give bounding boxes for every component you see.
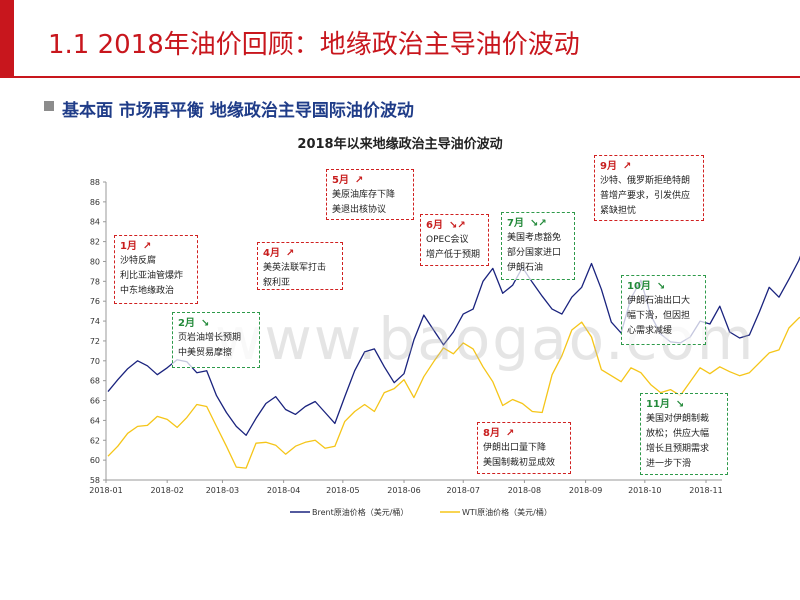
- annotation-jul: 7月 ↘↗ 美国考虑豁免 部分国家进口 伊朗石油: [501, 212, 575, 280]
- annotation-month: 10月: [627, 281, 651, 292]
- annotation-line: 沙特、俄罗斯拒绝特朗: [600, 176, 691, 186]
- y-tick-label: 62: [90, 436, 100, 445]
- trend-arrow-icon: ↗: [354, 175, 364, 186]
- y-tick-label: 74: [90, 317, 100, 326]
- annotation-line: 伊朗出口量下降: [483, 443, 547, 453]
- y-tick-label: 60: [90, 456, 100, 465]
- bullet-square-icon: [44, 101, 54, 111]
- annotation-nov: 11月 ↘ 美国对伊朗制裁 放松；供应大幅 增长且预期需求 进一步下滑: [640, 393, 728, 475]
- y-tick-label: 64: [90, 416, 100, 425]
- annotation-line: 幅下滑，但因担: [627, 311, 691, 321]
- annotation-line: 增长且预期需求: [646, 444, 710, 454]
- trend-arrow-icon: ↘: [656, 281, 666, 292]
- page-title: 1.1 2018年油价回顾：地缘政治主导油价波动: [48, 30, 580, 60]
- annotation-apr: 4月 ↗ 美英法联军打击 叙利亚: [257, 242, 343, 290]
- trend-arrow-icon: ↘↗: [529, 218, 547, 229]
- annotation-line: 中东地缘政治: [120, 286, 175, 296]
- annotation-line: 部分国家进口: [507, 248, 562, 258]
- x-tick-label: 2018-09: [569, 486, 602, 495]
- annotation-month: 1月: [120, 241, 137, 252]
- annotation-line: 中美贸易摩擦: [178, 348, 233, 358]
- annotation-month: 11月: [646, 399, 670, 410]
- y-tick-label: 82: [90, 238, 100, 247]
- x-tick-label: 2018-07: [447, 486, 480, 495]
- annotation-line: 放松；供应大幅: [646, 429, 710, 439]
- y-tick-label: 66: [90, 397, 100, 406]
- y-tick-label: 58: [90, 476, 100, 485]
- x-tick-label: 2018-04: [267, 486, 300, 495]
- annotation-line: 进一步下滑: [646, 459, 692, 469]
- title-divider: [14, 76, 800, 78]
- annotation-line: 普增产要求，引发供应: [600, 191, 691, 201]
- y-tick-label: 72: [90, 337, 100, 346]
- trend-arrow-icon: ↘: [675, 399, 685, 410]
- annotation-line: 利比亚油管爆炸: [120, 271, 184, 281]
- y-tick-label: 80: [90, 257, 100, 266]
- x-tick-label: 2018-02: [150, 486, 183, 495]
- series-line-wti: [107, 316, 800, 469]
- annotation-line: 美英法联军打击: [263, 263, 327, 273]
- annotation-oct: 10月 ↘ 伊朗石油出口大 幅下滑，但因担 心需求减缓: [621, 275, 706, 345]
- y-tick-label: 84: [90, 218, 100, 227]
- trend-arrow-icon: ↗: [142, 241, 152, 252]
- annotation-month: 5月: [332, 175, 349, 186]
- title-accent-bar: [0, 0, 14, 78]
- legend-label: Brent原油价格（美元/桶）: [312, 507, 408, 517]
- annotation-line: 美国制裁初显成效: [483, 458, 556, 468]
- annotation-line: 美退出核协议: [332, 205, 387, 215]
- annotation-line: 美原油库存下降: [332, 190, 396, 200]
- annotation-month: 6月: [426, 220, 443, 231]
- y-tick-label: 78: [90, 277, 100, 286]
- annotation-jun: 6月 ↘↗ OPEC会议 增产低于预期: [420, 214, 489, 266]
- x-tick-label: 2018-01: [89, 486, 122, 495]
- annotation-month: 2月: [178, 318, 195, 329]
- y-tick-label: 76: [90, 297, 100, 306]
- page-subtitle: 基本面 市场再平衡 地缘政治主导国际油价波动: [62, 101, 414, 121]
- annotation-month: 7月: [507, 218, 524, 229]
- annotation-line: 叙利亚: [263, 278, 291, 288]
- annotation-line: 心需求减缓: [627, 326, 673, 336]
- x-tick-label: 2018-05: [326, 486, 359, 495]
- annotation-line: OPEC会议: [426, 235, 469, 245]
- trend-arrow-icon: ↗: [622, 161, 632, 172]
- annotation-month: 4月: [263, 248, 280, 259]
- annotation-line: 美国对伊朗制裁: [646, 414, 710, 424]
- annotation-aug: 8月 ↗ 伊朗出口量下降 美国制裁初显成效: [477, 422, 571, 474]
- annotation-sep: 9月 ↗ 沙特、俄罗斯拒绝特朗 普增产要求，引发供应 紧缺担忧: [594, 155, 704, 221]
- y-tick-label: 68: [90, 377, 100, 386]
- annotation-line: 页岩油增长预期: [178, 333, 242, 343]
- x-tick-label: 2018-10: [628, 486, 661, 495]
- x-tick-label: 2018-11: [689, 486, 722, 495]
- annotation-feb: 2月 ↘ 页岩油增长预期 中美贸易摩擦: [172, 312, 260, 368]
- annotation-month: 8月: [483, 428, 500, 439]
- trend-arrow-icon: ↗: [505, 428, 515, 439]
- annotation-line: 美国考虑豁免: [507, 233, 562, 243]
- x-tick-label: 2018-08: [508, 486, 541, 495]
- y-tick-label: 86: [90, 198, 100, 207]
- annotation-line: 沙特反腐: [120, 256, 157, 266]
- trend-arrow-icon: ↘↗: [448, 220, 466, 231]
- annotation-line: 伊朗石油出口大: [627, 296, 691, 306]
- x-tick-label: 2018-03: [206, 486, 239, 495]
- chart-title: 2018年以来地缘政治主导油价波动: [297, 137, 503, 152]
- x-tick-label: 2018-06: [387, 486, 420, 495]
- y-tick-label: 88: [90, 178, 100, 187]
- annotation-may: 5月 ↗ 美原油库存下降 美退出核协议: [326, 169, 414, 220]
- annotation-line: 紧缺担忧: [600, 206, 637, 216]
- annotation-month: 9月: [600, 161, 617, 172]
- trend-arrow-icon: ↘: [200, 318, 210, 329]
- trend-arrow-icon: ↗: [285, 248, 295, 259]
- annotation-jan: 1月 ↗ 沙特反腐 利比亚油管爆炸 中东地缘政治: [114, 235, 198, 304]
- y-tick-label: 70: [90, 357, 100, 366]
- annotation-line: 增产低于预期: [426, 250, 481, 260]
- legend-label: WTI原油价格（美元/桶）: [462, 507, 552, 517]
- annotation-line: 伊朗石油: [507, 263, 544, 273]
